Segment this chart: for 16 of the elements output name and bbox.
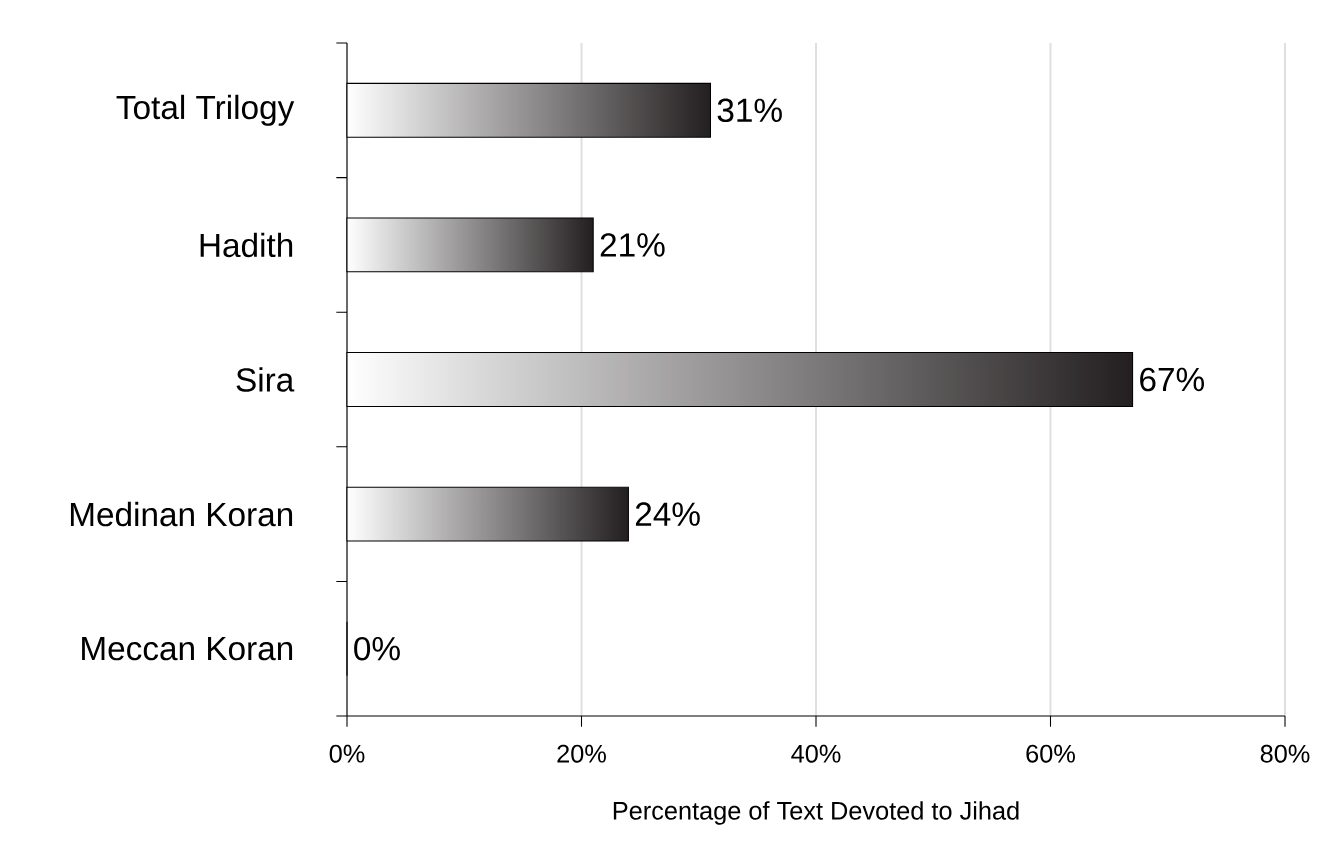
y-tick-label: Meccan Koran (82, 637, 293, 661)
data-label: 21% (600, 233, 665, 257)
y-tick-label: Hadith (200, 232, 293, 258)
x-axis-title: Percentage of Text Devoted to Jihad (613, 801, 1019, 825)
data-label: 31% (717, 98, 782, 123)
x-tick-label: 0% (329, 744, 365, 763)
y-tick-label: Sira (236, 367, 295, 392)
x-tick-label: 20% (557, 744, 606, 763)
x-tick-label: 40% (791, 744, 841, 763)
x-tick-label: 80% (1260, 744, 1310, 763)
data-label: 67% (1140, 367, 1204, 392)
data-label: 24% (635, 502, 700, 526)
y-tick-label: Medinan Koran (70, 501, 293, 527)
x-tick-label: 60% (1026, 744, 1075, 763)
data-label: 0% (354, 636, 400, 661)
y-tick-label: Total Trilogy (116, 94, 295, 126)
